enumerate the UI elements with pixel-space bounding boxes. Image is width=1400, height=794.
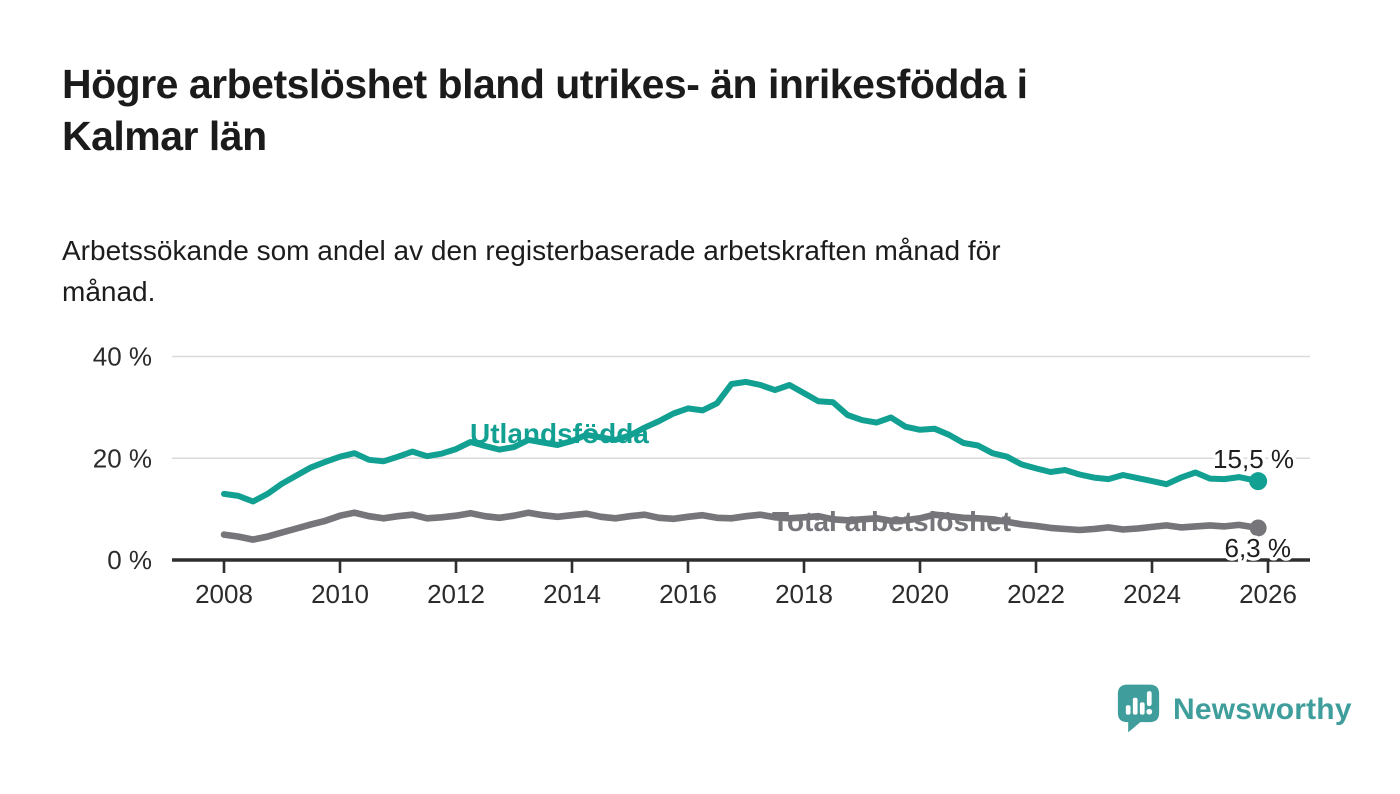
series-line-total	[220, 509, 1262, 543]
x-axis-tick-label: 2010	[311, 579, 369, 609]
x-axis-tick-label: 2024	[1123, 579, 1181, 609]
page-title: Högre arbetslöshet bland utrikes- än inr…	[62, 61, 1028, 159]
y-axis-tick-label: 0 %	[107, 545, 152, 575]
series-label-utlandsfodda: Utlandsfödda	[470, 418, 649, 449]
x-axis-tick-label: 2020	[891, 579, 949, 609]
series-endpoint-dot-utlandsfodda	[1249, 472, 1268, 491]
value-label-utlandsfodda: 15,5 %	[1213, 444, 1294, 474]
newsworthy-logo-icon	[1116, 682, 1161, 739]
x-axis-tick-label: 2014	[543, 579, 601, 609]
x-axis-tick-label: 2016	[659, 579, 717, 609]
x-axis-tick-label: 2008	[195, 579, 253, 609]
x-axis-tick-label: 2022	[1007, 579, 1065, 609]
x-axis-tick-label: 2012	[427, 579, 485, 609]
brand-name: Newsworthy	[1173, 693, 1352, 726]
y-axis-tick-label: 20 %	[93, 443, 152, 473]
page-subtitle: Arbetssökande som andel av den registerb…	[62, 235, 1001, 307]
series-line-utlandsfodda	[221, 378, 1262, 505]
x-axis-tick-label: 2018	[775, 579, 833, 609]
y-axis-tick-label: 40 %	[93, 342, 152, 372]
series-label-total: Total arbetslöshet	[772, 506, 1011, 537]
series-endpoint-dot-total	[1249, 519, 1267, 537]
value-label-total: 6,3 %	[1225, 533, 1292, 563]
brand-footer: Newsworthy	[1116, 684, 1352, 736]
x-axis-tick-label: 2026	[1239, 579, 1297, 609]
